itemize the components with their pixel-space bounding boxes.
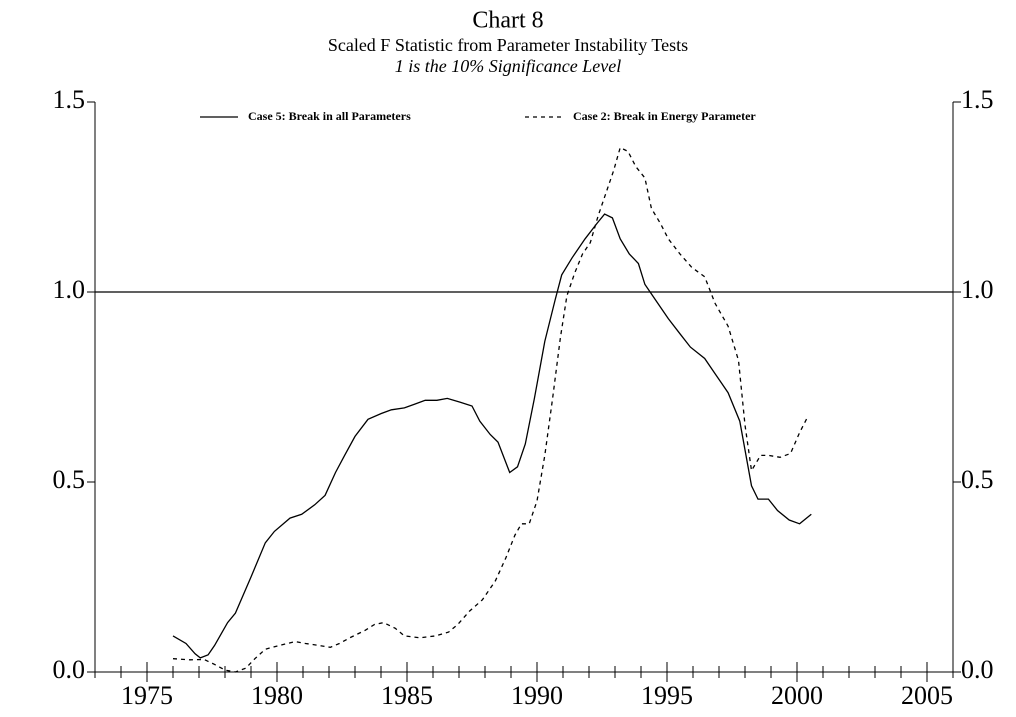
y-tick-label: 0.0	[53, 655, 86, 684]
y-tick-label: 1.0	[53, 275, 86, 304]
chart-title: Chart 8	[472, 8, 543, 34]
legend-label: Case 5: Break in all Parameters	[248, 109, 411, 123]
chart-subtitle: Scaled F Statistic from Parameter Instab…	[328, 35, 688, 55]
y2-tick-label: 0.0	[961, 655, 994, 684]
y2-tick-label: 1.5	[961, 85, 994, 114]
y-tick-label: 0.5	[53, 465, 86, 494]
x-tick-label: 1990	[511, 681, 563, 710]
x-tick-label: 1980	[251, 681, 303, 710]
y2-tick-label: 0.5	[961, 465, 994, 494]
chart-note: 1 is the 10% Significance Level	[395, 56, 621, 76]
x-tick-label: 1975	[121, 681, 173, 710]
series-line	[172, 213, 812, 659]
series-line	[172, 146, 808, 673]
x-tick-label: 1995	[641, 681, 693, 710]
x-tick-label: 2000	[771, 681, 823, 710]
y2-tick-label: 1.0	[961, 275, 994, 304]
legend-label: Case 2: Break in Energy Parameter	[573, 109, 756, 123]
x-tick-label: 1985	[381, 681, 433, 710]
y-tick-label: 1.5	[53, 85, 86, 114]
x-tick-label: 2005	[901, 681, 953, 710]
